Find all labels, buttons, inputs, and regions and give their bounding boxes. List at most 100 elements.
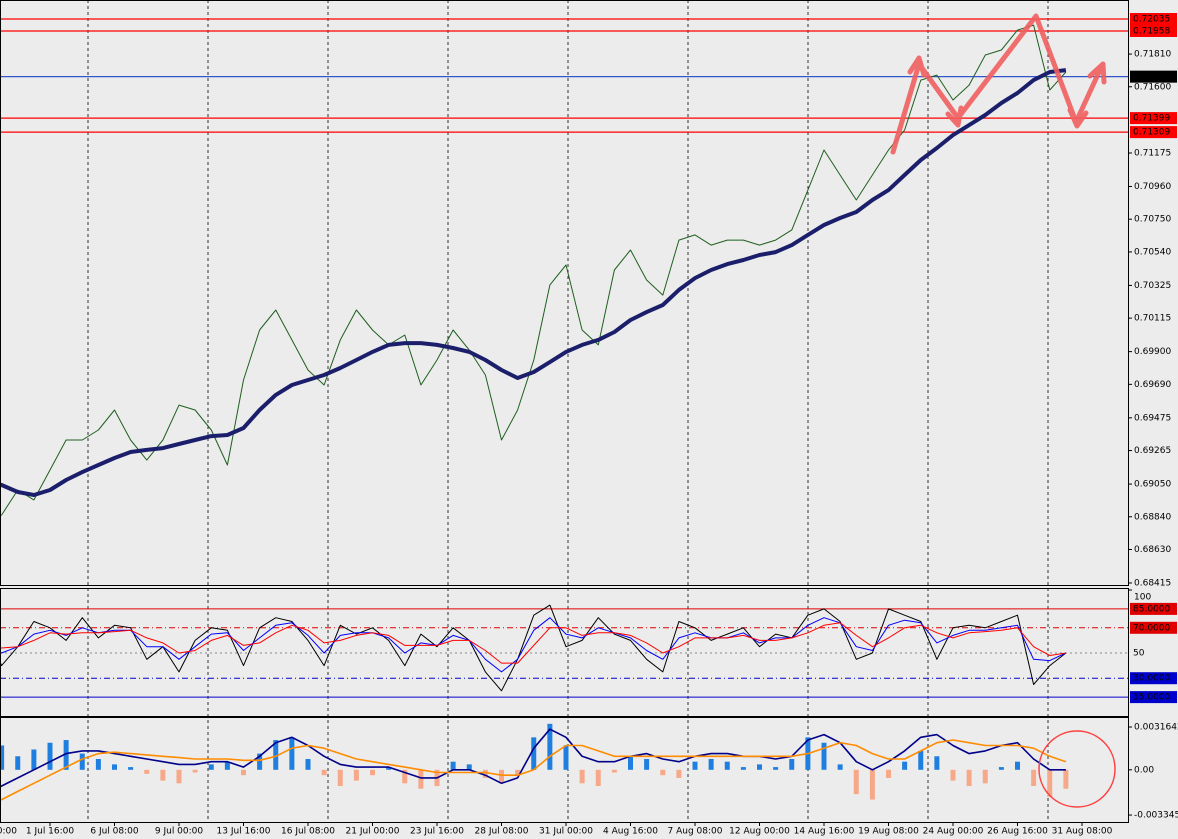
x-tick-label: 26 Aug 16:00 (987, 827, 1048, 837)
arrow-head (945, 105, 964, 128)
level-label-box (1130, 112, 1177, 125)
histogram-bar (321, 769, 327, 776)
level-label: 0.72035 (1133, 15, 1170, 25)
level-label: 70.0000 (1133, 623, 1170, 633)
series-line (0, 728, 1066, 788)
x-tick-label: 13 Jul 16:00 (217, 827, 271, 837)
histogram-bar (128, 767, 134, 770)
x-tick-label: 23 Jul 16:00 (410, 827, 464, 837)
oscillator-panel-frame (0, 588, 1129, 717)
y-tick-label: -0.003345 (1134, 811, 1178, 821)
histogram-bar (853, 769, 859, 795)
y-tick-label: 0.69475 (1134, 413, 1171, 423)
y-tick-label: 0.70960 (1134, 182, 1171, 192)
histogram-bar (1031, 769, 1037, 787)
series-line (0, 24, 1067, 517)
main-panel-frame (0, 0, 1129, 586)
histogram-bar (982, 769, 988, 784)
histogram-bar (112, 764, 117, 770)
y-tick-label: 0.68840 (1134, 512, 1171, 522)
level-label-box (1130, 672, 1177, 685)
histogram-bar (224, 761, 230, 770)
histogram-bar (160, 769, 166, 781)
y-tick-label: 0.71175 (1134, 148, 1171, 158)
histogram-bar (644, 758, 650, 770)
arrow-head (1087, 61, 1107, 85)
histogram-bar (934, 756, 940, 770)
histogram-bar (353, 769, 359, 781)
y-tick-label: 0.69690 (1134, 380, 1171, 390)
histogram-bar (289, 737, 295, 770)
y-tick-label: 0.70540 (1134, 247, 1171, 257)
histogram-bar (628, 756, 633, 770)
histogram-bar (1063, 769, 1069, 789)
histogram-bar (563, 745, 569, 770)
level-label: 0.71309 (1133, 128, 1170, 138)
level-label-box (1130, 70, 1177, 83)
arrow-head (907, 55, 927, 78)
histogram-bar (950, 769, 956, 781)
level-label-box (1130, 13, 1177, 26)
histogram-bar (192, 769, 198, 773)
y-tick-label: 0.69900 (1134, 347, 1171, 357)
x-tick-label: 19 Aug 08:00 (858, 827, 919, 837)
histogram-bar (902, 761, 908, 770)
x-tick-label: 31 Jul 00:00 (539, 827, 593, 837)
y-tick-label: 0.69265 (1134, 446, 1171, 456)
histogram-bar (418, 769, 424, 789)
y-tick-label: 0.69050 (1134, 480, 1171, 490)
histogram-bar (676, 769, 682, 778)
macd-panel-frame (0, 717, 1129, 823)
y-tick-label: 0.71600 (1134, 82, 1171, 92)
histogram-bar (724, 761, 730, 770)
histogram-bar (450, 761, 456, 770)
histogram-bar (305, 758, 311, 770)
histogram-bar (547, 723, 553, 770)
histogram-bar (998, 767, 1004, 770)
level-label: 0.71958 (1133, 27, 1170, 37)
x-tick-label: 1 Jul 16:00 (26, 827, 75, 837)
level-label-box (1130, 691, 1177, 704)
histogram-bar (1015, 761, 1020, 770)
level-label-box (1130, 25, 1177, 38)
x-tick-label: 14 Aug 16:00 (794, 827, 855, 837)
histogram-bar (95, 758, 101, 770)
histogram-bar (482, 769, 488, 778)
x-tick-label: 7 Aug 08:00 (668, 827, 723, 837)
histogram-bar (740, 767, 746, 770)
series-line (0, 604, 1067, 692)
x-tick-label: 9 Jul 00:00 (155, 827, 204, 837)
layers: 0.71810 0.71600 0.71175 0.70960 0.70750 0.705… (0, 13, 1178, 837)
histogram-bar (869, 769, 875, 800)
histogram-bar (15, 756, 21, 770)
highlight-circle (1038, 730, 1116, 808)
arrow-head (1067, 107, 1089, 129)
x-tick-label: 12 Aug 00:00 (729, 827, 790, 837)
histogram-bar (611, 769, 617, 773)
histogram-bar (837, 764, 843, 770)
series-line (0, 617, 1067, 673)
histogram-bar (579, 769, 585, 784)
histogram-bar (773, 767, 779, 770)
histogram-bar (757, 764, 762, 770)
level-label: 0.71665 (1133, 72, 1170, 82)
histogram-bar (789, 758, 795, 770)
histogram-bar (241, 769, 246, 776)
histogram-bar (595, 769, 601, 787)
histogram-bar (966, 769, 972, 787)
histogram-bar (63, 740, 69, 770)
level-label-box (1130, 126, 1177, 139)
x-tick-label: 21 Jul 00:00 (346, 827, 400, 837)
histogram-bar (660, 769, 666, 776)
y-tick-label: 100 (1134, 593, 1151, 603)
histogram-bar (273, 740, 279, 770)
level-label: 0.71399 (1133, 114, 1170, 124)
histogram-bar (31, 749, 37, 770)
histogram-bar (918, 750, 924, 770)
histogram-bar (0, 745, 5, 770)
histogram-bar (257, 753, 263, 770)
x-tick-label: 24 Aug 00:00 (923, 827, 984, 837)
period-separators (87, 0, 1049, 822)
